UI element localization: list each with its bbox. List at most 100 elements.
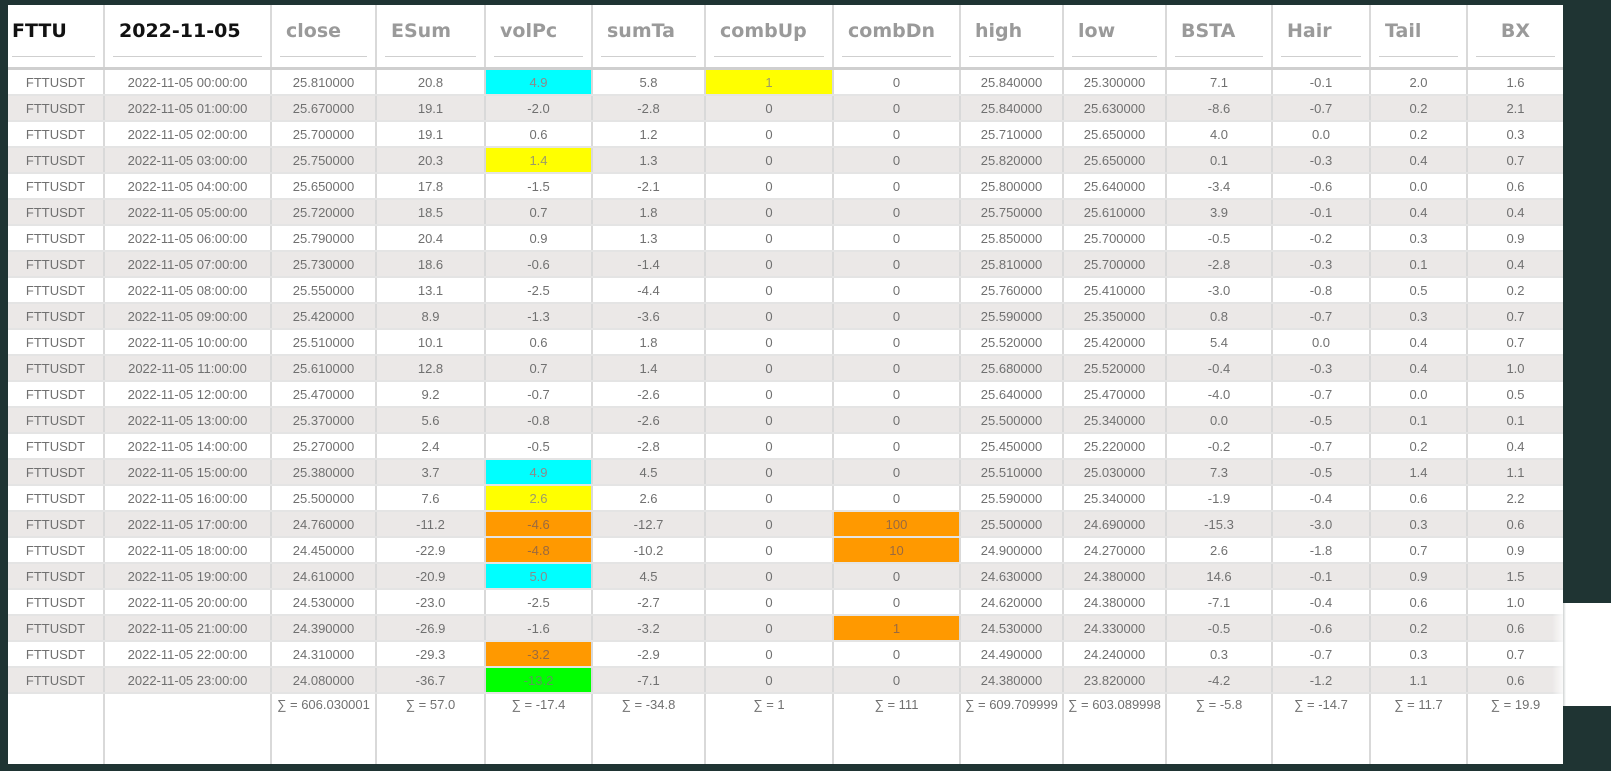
table-row[interactable]: FTTUSDT 2022-11-05 08:00:00 25.550000 13.1-… — [8, 277, 1563, 304]
table-row[interactable]: FTTUSDT 2022-11-05 05:00:00 25.720000 18.5 0… — [8, 199, 1563, 226]
column-header-combup[interactable]: combUp — [704, 5, 833, 70]
cell-bsta: 5.4 — [1165, 329, 1272, 356]
cell-bx: 0.1 — [1466, 407, 1563, 434]
cell-low: 24.690000 — [1062, 511, 1166, 538]
cell-volpc: -2.5 — [484, 277, 592, 304]
cell-high: 25.500000 — [959, 407, 1063, 434]
column-header-close[interactable]: close — [270, 5, 376, 70]
table-row[interactable]: FTTUSDT 2022-11-05 00:00:00 25.810000 20.8 4… — [8, 68, 1563, 96]
cell-esum: 19.1 — [375, 95, 485, 122]
column-header-fttu[interactable]: FTTU — [8, 5, 104, 70]
cell-sumta: 1.8 — [591, 199, 705, 226]
cell-fttu: FTTUSDT — [8, 251, 104, 278]
column-header-high[interactable]: high — [959, 5, 1063, 70]
cell-bx: 1.1 — [1466, 459, 1563, 486]
cell-combup: 0 — [704, 511, 833, 538]
cell-bx: 2.1 — [1466, 95, 1563, 122]
table-row[interactable]: FTTUSDT 2022-11-05 02:00:00 25.700000 19.1 0… — [8, 121, 1563, 148]
cell-high: 25.800000 — [959, 173, 1063, 200]
table-row[interactable]: FTTUSDT 2022-11-05 15:00:00 25.380000 3.7 4.… — [8, 459, 1563, 486]
table-row[interactable]: FTTUSDT 2022-11-05 21:00:00 24.390000 -26.9… — [8, 615, 1563, 642]
cell-tail: 0.0 — [1369, 381, 1467, 408]
cell-tail: 0.2 — [1369, 121, 1467, 148]
cell-close: 25.420000 — [270, 303, 376, 330]
column-header-tail[interactable]: Tail — [1369, 5, 1467, 70]
column-header-bx[interactable]: BX — [1466, 5, 1563, 70]
cell-low: 25.700000 — [1062, 225, 1166, 252]
total-cell: ∑ = 111 — [832, 693, 960, 764]
table-row[interactable]: FTTUSDT 2022-11-05 20:00:00 24.530000 -23.0… — [8, 589, 1563, 616]
table-row[interactable]: FTTUSDT 2022-11-05 01:00:00 25.670000 19.1-… — [8, 95, 1563, 122]
cell-volpc: -0.5 — [484, 433, 592, 460]
cell-combup: 0 — [704, 459, 833, 486]
cell-combup: 0 — [704, 121, 833, 148]
cell-fttu: FTTUSDT — [8, 277, 104, 304]
column-header-esum[interactable]: ESum — [375, 5, 485, 70]
table-row[interactable]: FTTUSDT 2022-11-05 19:00:00 24.610000 -20.9… — [8, 563, 1563, 590]
table-row[interactable]: FTTUSDT 2022-11-05 16:00:00 25.500000 7.6 2.… — [8, 485, 1563, 512]
cell-sumta: -2.6 — [591, 381, 705, 408]
table-row[interactable]: FTTUSDT 2022-11-05 13:00:00 25.370000 5.6 -0… — [8, 407, 1563, 434]
cell-bsta: 2.6 — [1165, 537, 1272, 564]
total-cell: ∑ = 1 — [704, 693, 833, 764]
cell-2022-11-05: 2022-11-05 13:00:00 — [103, 407, 271, 434]
cell-low: 25.340000 — [1062, 407, 1166, 434]
cell-fttu: FTTUSDT — [8, 147, 104, 174]
cell-close: 25.500000 — [270, 485, 376, 512]
cell-sumta: -3.2 — [591, 615, 705, 642]
cell-low: 25.030000 — [1062, 459, 1166, 486]
cell-esum: 8.9 — [375, 303, 485, 330]
cell-bx: 0.6 — [1466, 667, 1563, 694]
table-row[interactable]: FTTUSDT 2022-11-05 14:00:00 25.270000 2.4 -0… — [8, 433, 1563, 460]
cell-sumta: -2.1 — [591, 173, 705, 200]
cell-tail: 1.1 — [1369, 667, 1467, 694]
cell-bsta: -8.6 — [1165, 95, 1272, 122]
column-header-2022-11-05[interactable]: 2022-11-05 — [103, 5, 271, 70]
column-header-label: Tail — [1379, 5, 1458, 57]
total-cell: ∑ = 603.089998 — [1062, 693, 1166, 764]
cell-combup: 0 — [704, 225, 833, 252]
table-row[interactable]: FTTUSDT 2022-11-05 11:00:00 25.610000 12.8 0… — [8, 355, 1563, 382]
cell-close: 25.370000 — [270, 407, 376, 434]
cell-tail: 0.9 — [1369, 563, 1467, 590]
cell-combdn: 0 — [832, 485, 960, 512]
cell-bsta: 3.9 — [1165, 199, 1272, 226]
cell-esum: 18.6 — [375, 251, 485, 278]
column-header-combdn[interactable]: combDn — [832, 5, 960, 70]
cell-tail: 0.1 — [1369, 251, 1467, 278]
table-row[interactable]: FTTUSDT 2022-11-05 22:00:00 24.310000 -29.3… — [8, 641, 1563, 668]
table-row[interactable]: FTTUSDT 2022-11-05 12:00:00 25.470000 9.2 -0… — [8, 381, 1563, 408]
cell-volpc: 0.6 — [484, 329, 592, 356]
cell-esum: -23.0 — [375, 589, 485, 616]
cell-high: 25.520000 — [959, 329, 1063, 356]
cell-esum: 17.8 — [375, 173, 485, 200]
table-row[interactable]: FTTUSDT 2022-11-05 23:00:00 24.080000 -36.7… — [8, 667, 1563, 694]
column-header-hair[interactable]: Hair — [1271, 5, 1370, 70]
column-header-sumta[interactable]: sumTa — [591, 5, 705, 70]
cell-volpc: 0.7 — [484, 355, 592, 382]
cell-combdn: 0 — [832, 459, 960, 486]
table-row[interactable]: FTTUSDT 2022-11-05 07:00:00 25.730000 18.6-… — [8, 251, 1563, 278]
table-row[interactable]: FTTUSDT 2022-11-05 17:00:00 24.760000 -11.2… — [8, 511, 1563, 538]
cell-2022-11-05: 2022-11-05 04:00:00 — [103, 173, 271, 200]
cell-fttu: FTTUSDT — [8, 68, 104, 96]
cell-hair: -0.1 — [1271, 199, 1370, 226]
table-row[interactable]: FTTUSDT 2022-11-05 03:00:00 25.750000 20.3 1… — [8, 147, 1563, 174]
cell-combdn: 0 — [832, 121, 960, 148]
cell-combdn: 0 — [832, 147, 960, 174]
column-header-low[interactable]: low — [1062, 5, 1166, 70]
cell-low: 23.820000 — [1062, 667, 1166, 694]
cell-hair: -0.7 — [1271, 433, 1370, 460]
cell-low: 25.340000 — [1062, 485, 1166, 512]
table-row[interactable]: FTTUSDT 2022-11-05 18:00:00 24.450000 -22.9… — [8, 537, 1563, 564]
table-row[interactable]: FTTUSDT 2022-11-05 10:00:00 25.510000 10.1 0… — [8, 329, 1563, 356]
cell-sumta: -2.7 — [591, 589, 705, 616]
column-header-bsta[interactable]: BSTA — [1165, 5, 1272, 70]
table-row[interactable]: FTTUSDT 2022-11-05 04:00:00 25.650000 17.8-… — [8, 173, 1563, 200]
cell-bx: 0.7 — [1466, 147, 1563, 174]
cell-volpc: 4.9 — [484, 459, 592, 486]
table-row[interactable]: FTTUSDT 2022-11-05 09:00:00 25.420000 8.9 -1… — [8, 303, 1563, 330]
table-row[interactable]: FTTUSDT 2022-11-05 06:00:00 25.790000 20.4 0… — [8, 225, 1563, 252]
column-header-volpc[interactable]: volPc — [484, 5, 592, 70]
cell-high: 24.380000 — [959, 667, 1063, 694]
